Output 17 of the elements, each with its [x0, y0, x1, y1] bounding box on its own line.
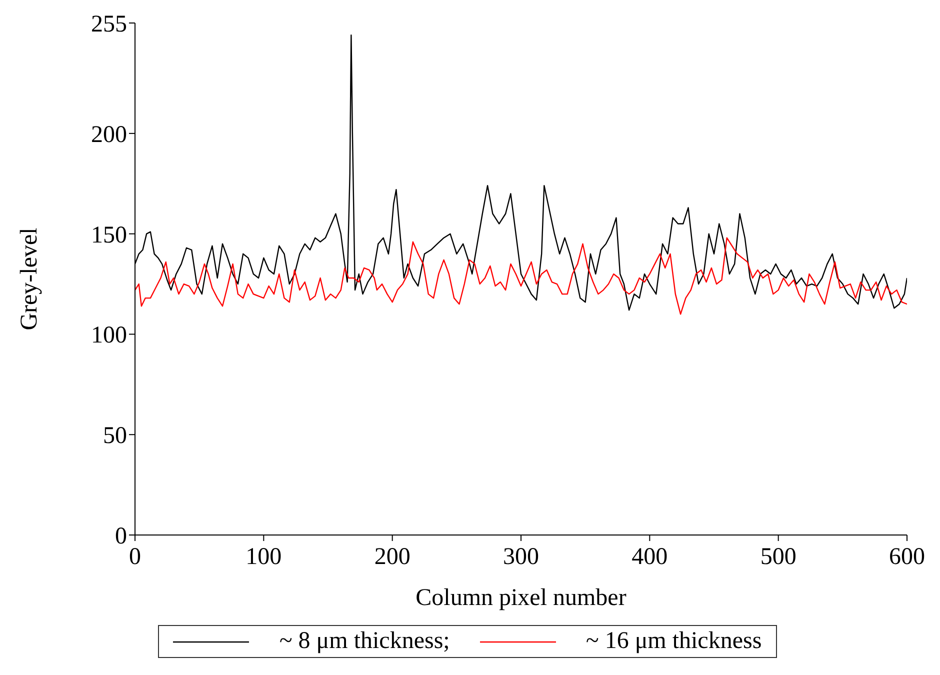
y-tick-label: 150: [91, 222, 127, 248]
legend-label: ~ 8 μm thickness;: [279, 628, 450, 655]
y-tick-label: 255: [91, 12, 127, 38]
x-tick-label: 300: [503, 544, 539, 570]
x-tick-label: 500: [760, 544, 796, 570]
y-axis-title: Grey-level: [16, 227, 43, 330]
legend-label: ~ 16 μm thickness: [586, 628, 762, 655]
x-tick-label: 100: [246, 544, 282, 570]
y-tick-label: 50: [103, 423, 127, 450]
x-tick-label: 600: [889, 544, 925, 570]
x-tick-label: 400: [632, 544, 668, 570]
y-tick-label: 100: [91, 322, 127, 349]
y-tick-label: 0: [115, 524, 127, 550]
y-tick-label: 200: [91, 122, 127, 148]
x-tick-label: 200: [374, 544, 410, 570]
x-axis-title: Column pixel number: [416, 585, 626, 611]
line-series: [135, 237, 907, 315]
